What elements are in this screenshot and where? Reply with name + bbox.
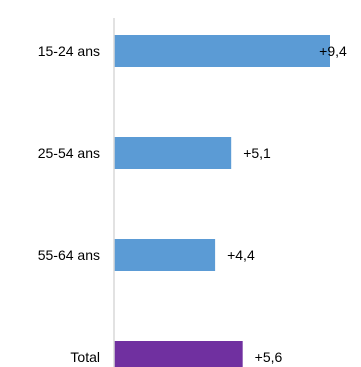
value-label: +4,4 — [227, 247, 255, 263]
value-label: +5,1 — [243, 145, 271, 161]
bar-0 — [114, 35, 330, 67]
value-label: +5,6 — [255, 349, 283, 365]
bar-1 — [114, 137, 232, 169]
bar-2 — [114, 239, 216, 271]
category-label: 55-64 ans — [38, 247, 100, 263]
bars — [114, 35, 330, 367]
category-label: 15-24 ans — [38, 43, 100, 59]
category-label: Total — [70, 349, 100, 365]
value-label: +9,4 — [319, 43, 347, 59]
bar-3 — [114, 341, 243, 367]
category-label: 25-54 ans — [38, 145, 100, 161]
labels: 15-24 ans +9,4 25-54 ans +5,1 55-64 ans +4,4 T… — [38, 43, 347, 365]
